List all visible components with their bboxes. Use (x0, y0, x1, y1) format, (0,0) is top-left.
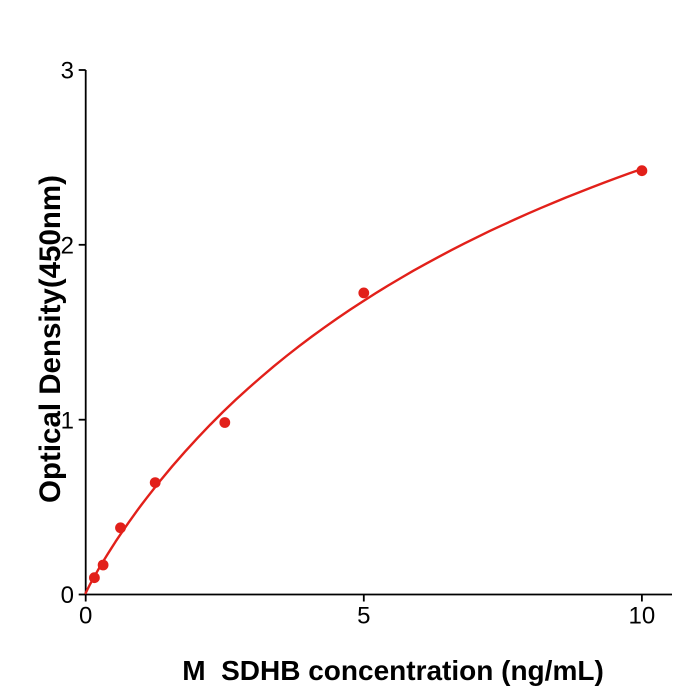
svg-text:Optical Density(450nm): Optical Density(450nm) (34, 175, 67, 503)
svg-text:2: 2 (61, 232, 74, 259)
svg-text:10: 10 (629, 603, 656, 630)
svg-text:1: 1 (61, 407, 74, 434)
svg-text:0: 0 (79, 603, 92, 630)
svg-text:0: 0 (61, 582, 74, 609)
svg-text:M SDHB concentration (ng/mL): M SDHB concentration (ng/mL) (182, 655, 604, 686)
svg-text:5: 5 (357, 603, 370, 630)
svg-text:3: 3 (61, 58, 74, 85)
